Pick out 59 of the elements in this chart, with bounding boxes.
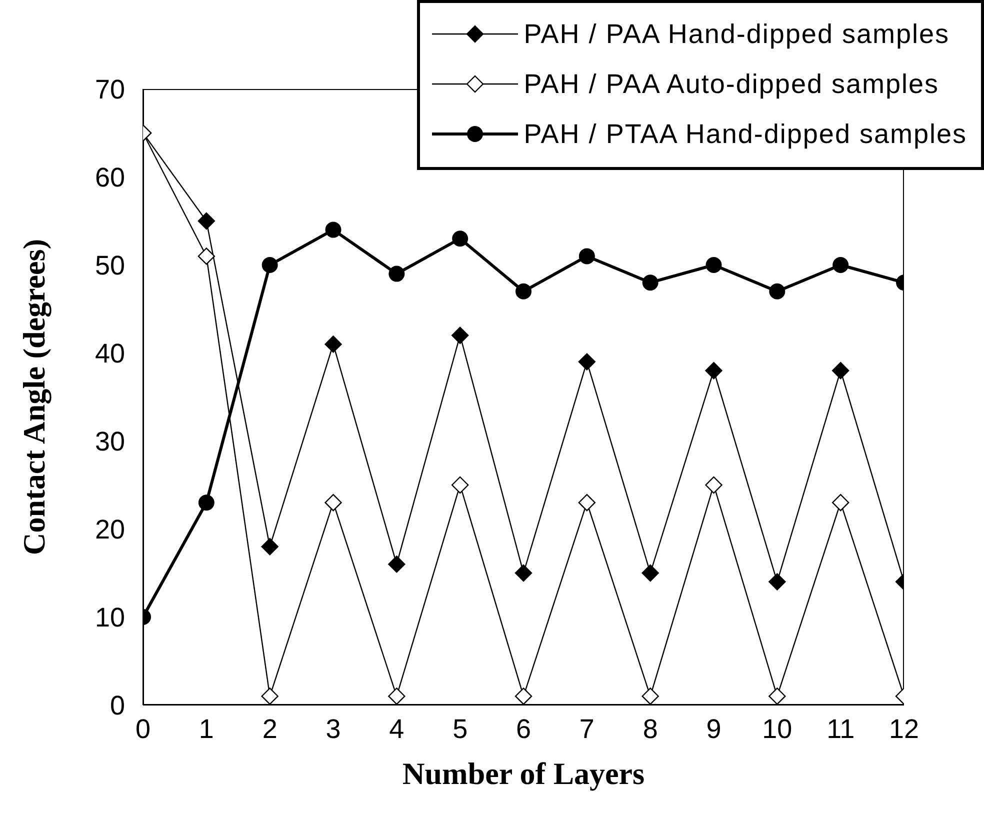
point bbox=[198, 212, 216, 230]
y-tick-label: 10 bbox=[94, 602, 125, 633]
x-tick-label: 10 bbox=[762, 714, 792, 744]
point bbox=[324, 336, 342, 353]
point bbox=[324, 494, 342, 512]
point bbox=[642, 688, 659, 705]
y-tick-label: 30 bbox=[94, 426, 125, 457]
point bbox=[705, 476, 722, 494]
point bbox=[706, 257, 722, 273]
point bbox=[451, 476, 469, 494]
y-axis-title: Contact Angle (degrees) bbox=[16, 238, 52, 556]
point bbox=[451, 326, 469, 344]
legend-label: PAH / PAA Hand-dipped samples bbox=[524, 18, 950, 50]
point bbox=[198, 494, 214, 511]
point bbox=[262, 257, 278, 273]
point bbox=[832, 257, 849, 273]
point bbox=[388, 266, 405, 282]
x-tick-label: 8 bbox=[642, 714, 658, 744]
x-tick-label: 3 bbox=[326, 714, 341, 744]
y-tick-label: 70 bbox=[94, 74, 125, 105]
point bbox=[705, 362, 722, 380]
x-tick-label: 6 bbox=[516, 714, 532, 744]
y-tick-label: 40 bbox=[94, 338, 125, 369]
x-tick-label: 11 bbox=[826, 714, 855, 744]
point bbox=[452, 230, 468, 247]
point bbox=[516, 283, 532, 300]
x-tick-label: 7 bbox=[579, 714, 594, 744]
point bbox=[514, 688, 532, 705]
x-tick-label: 2 bbox=[262, 714, 278, 744]
y-tick-label: 50 bbox=[94, 250, 125, 281]
point bbox=[261, 688, 278, 705]
x-axis-title: Number of Layers bbox=[402, 756, 645, 791]
point bbox=[769, 283, 786, 300]
point bbox=[325, 222, 342, 238]
point bbox=[578, 248, 595, 264]
y-tick-label: 20 bbox=[94, 514, 125, 545]
point bbox=[388, 556, 406, 573]
point bbox=[514, 564, 532, 582]
legend-label: PAH / PAA Auto-dipped samples bbox=[524, 68, 940, 100]
point bbox=[388, 688, 406, 705]
point bbox=[261, 538, 278, 556]
point bbox=[768, 688, 786, 705]
legend-label: PAH / PTAA Hand-dipped samples bbox=[524, 118, 967, 150]
y-tick-label: 0 bbox=[110, 690, 125, 721]
point bbox=[832, 494, 850, 512]
x-tick-label: 4 bbox=[389, 714, 404, 744]
x-tick-label: 9 bbox=[706, 714, 722, 744]
point bbox=[642, 274, 658, 291]
point bbox=[198, 248, 216, 265]
y-tick-label: 60 bbox=[94, 162, 125, 193]
point bbox=[578, 353, 596, 370]
x-tick-label: 5 bbox=[452, 714, 468, 744]
point bbox=[832, 362, 850, 380]
x-tick-label: 0 bbox=[135, 714, 151, 744]
point bbox=[578, 494, 596, 512]
point bbox=[642, 564, 659, 582]
x-tick-label: 1 bbox=[198, 714, 214, 744]
x-tick-label: 12 bbox=[888, 714, 920, 744]
point bbox=[768, 573, 786, 590]
